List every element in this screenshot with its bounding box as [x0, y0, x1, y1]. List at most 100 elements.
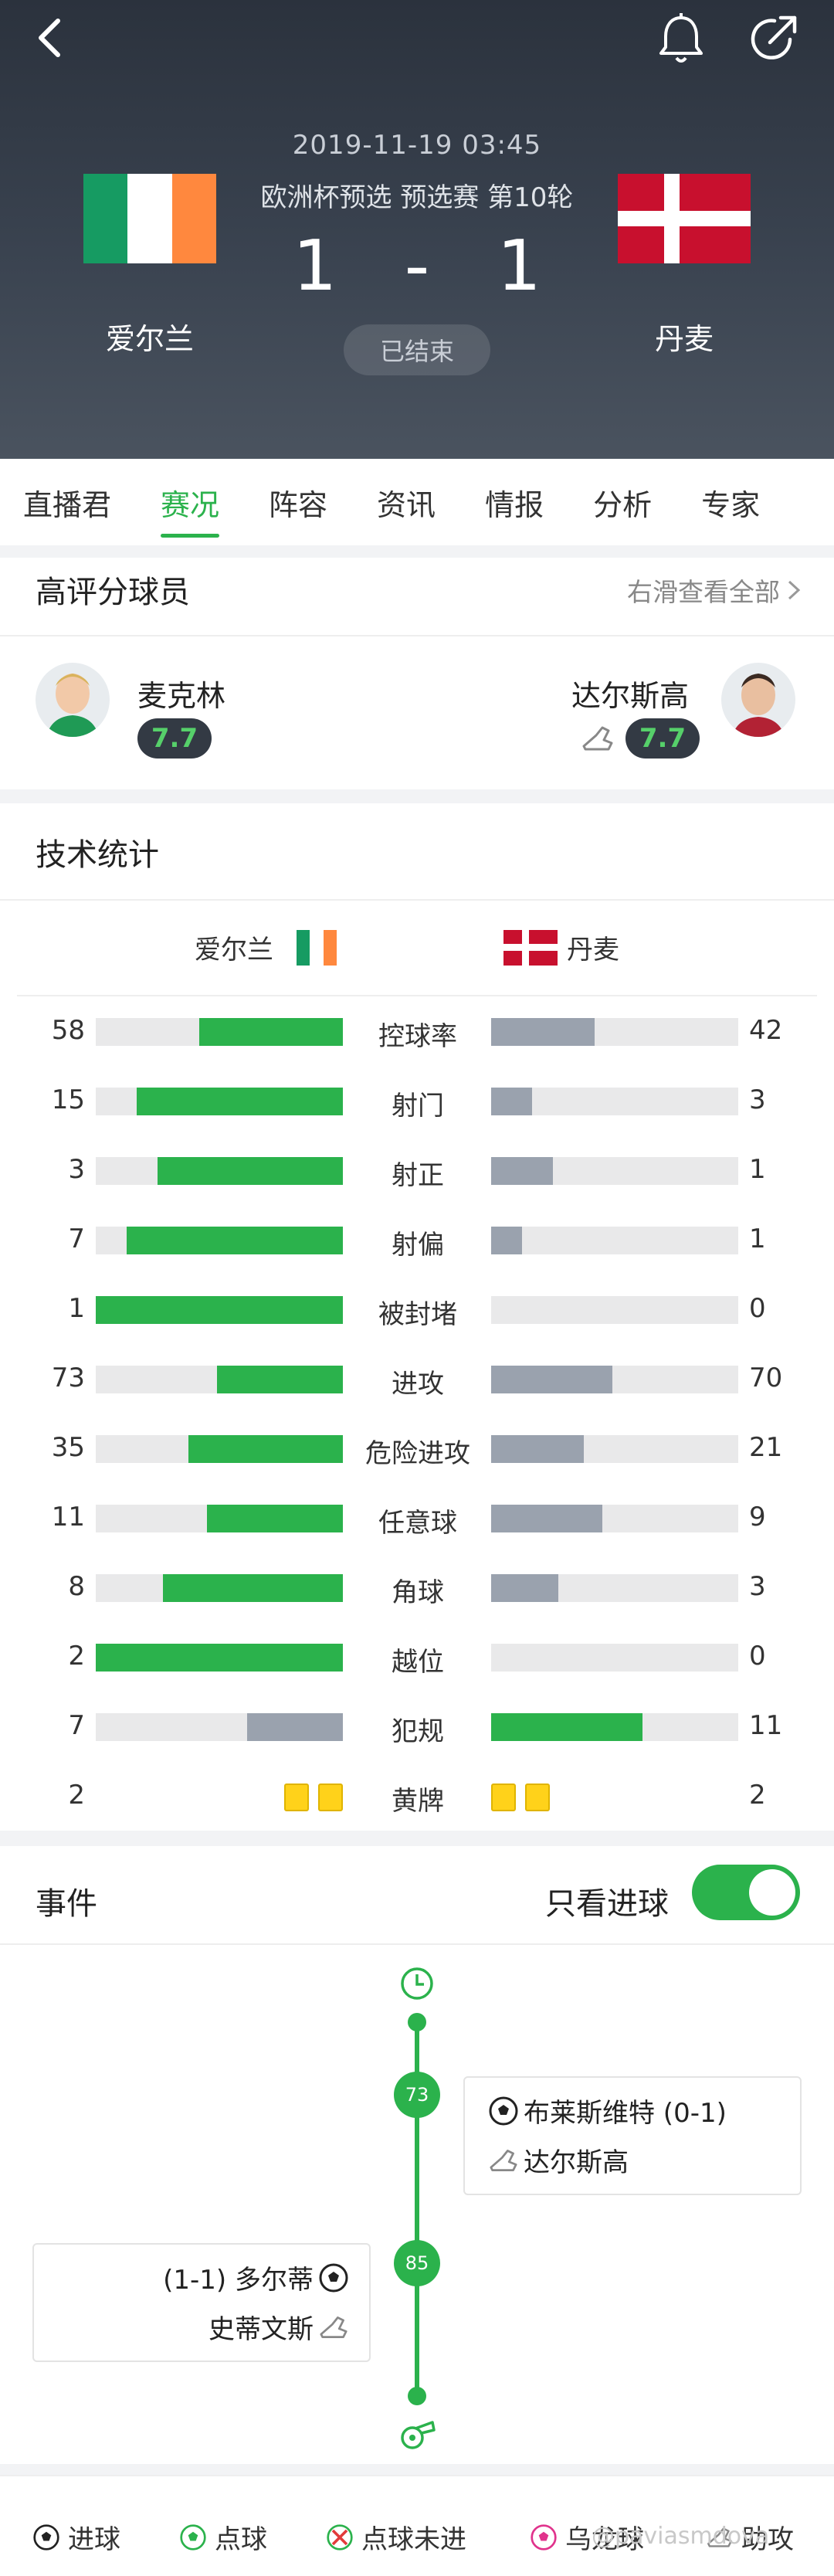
stat-away-bar-track: [491, 1088, 738, 1115]
event-timeline: [415, 2018, 419, 2396]
stat-home-value: 2: [68, 1641, 85, 1672]
tab-intel[interactable]: 情报: [485, 487, 544, 522]
ireland-flag-icon: [83, 174, 216, 263]
stat-row: 35 危险进攻 21: [0, 1426, 834, 1472]
tab-experts[interactable]: 专家: [701, 487, 761, 522]
stat-label: 犯规: [392, 1716, 444, 1747]
legend-assist-label: 助攻: [741, 2524, 794, 2555]
stat-home-bar-track: [96, 1644, 343, 1672]
away-goal-event[interactable]: 布莱斯维特 (0-1) 达尔斯高: [463, 2076, 802, 2195]
tab-lineup[interactable]: 阵容: [269, 487, 328, 522]
stat-away-bar: [491, 1088, 532, 1115]
stat-home-value: 7: [68, 1224, 85, 1254]
share-icon[interactable]: [741, 6, 806, 71]
stat-away-bar: [491, 1505, 602, 1532]
stats-away-legend: 丹麦: [494, 928, 619, 966]
stat-home-bar-track: [96, 1227, 343, 1254]
stat-away-bar-track: [491, 1296, 738, 1324]
home-goal-event[interactable]: (1-1) 多尔蒂 史蒂文斯: [32, 2243, 371, 2362]
scoreboard: 1 - 1: [0, 226, 834, 307]
stats-home-team: 爱尔兰: [195, 935, 273, 966]
stat-home-bar-track: [96, 1505, 343, 1532]
top-players-card: 高评分球员 右滑查看全部 麦克林 7.7 达尔斯高 7.7: [0, 558, 834, 789]
stat-row: 7 射偏 1: [0, 1217, 834, 1264]
stat-away-value: 11: [749, 1710, 783, 1741]
stat-label: 射偏: [392, 1230, 444, 1261]
away-player-name[interactable]: 达尔斯高: [571, 679, 690, 713]
penalty-ball-icon: [180, 2523, 206, 2551]
stat-home-bar-track: [96, 1088, 343, 1115]
assist-boot-icon: [707, 2527, 732, 2547]
stat-home-bar: [188, 1435, 343, 1463]
tab-news[interactable]: 资讯: [377, 487, 436, 522]
stat-home-bar-track: [96, 1574, 343, 1602]
yellow-card-icon: [284, 1784, 309, 1811]
tab-match-status[interactable]: 赛况: [161, 459, 220, 545]
stat-home-bar: [163, 1574, 343, 1602]
home-player-rating: 7.7: [137, 718, 212, 759]
denmark-flag-icon: [618, 174, 751, 263]
stat-row: 3 射正 1: [0, 1148, 834, 1194]
score-separator: -: [404, 226, 430, 307]
tab-analysis[interactable]: 分析: [593, 487, 653, 522]
stat-row: 2 黄牌 2: [0, 1773, 834, 1820]
tab-bar: 直播君 赛况 阵容 资讯 情报 分析 专家: [0, 459, 834, 545]
stat-away-value: 70: [749, 1363, 783, 1393]
stat-label: 控球率: [378, 1021, 457, 1052]
event-minute-badge: 73: [394, 2072, 440, 2118]
stat-label: 越位: [392, 1647, 444, 1678]
stat-label: 射正: [392, 1160, 444, 1191]
stat-home-value: 11: [51, 1502, 85, 1532]
yellow-card-icon: [491, 1784, 516, 1811]
away-player-avatar[interactable]: [721, 663, 795, 737]
stat-label: 黄牌: [392, 1786, 444, 1817]
stat-away-bar: [491, 1227, 522, 1254]
stat-away-value: 3: [749, 1084, 766, 1115]
bell-icon[interactable]: [650, 8, 712, 70]
stat-away-bar-track: [491, 1227, 738, 1254]
back-button[interactable]: [23, 11, 77, 65]
own-goal-ball-icon: [531, 2523, 557, 2551]
away-player-rating: 7.7: [626, 718, 700, 759]
home-player-avatar[interactable]: [36, 663, 110, 737]
stat-home-bar-track: [96, 1018, 343, 1046]
stat-label: 危险进攻: [365, 1438, 470, 1469]
stat-away-bar: [491, 1574, 558, 1602]
goals-only-toggle[interactable]: [692, 1865, 800, 1920]
timeline-end-dot: [408, 2387, 426, 2405]
event-assist: 达尔斯高: [524, 2147, 629, 2178]
stat-home-bar-track: [96, 1296, 343, 1324]
stat-row: 11 任意球 9: [0, 1495, 834, 1542]
chevron-right-icon: [788, 580, 801, 600]
stat-label: 被封堵: [378, 1299, 457, 1330]
tab-live[interactable]: 直播君: [23, 487, 112, 522]
stat-away-bar-track: [491, 1366, 738, 1393]
home-player-name[interactable]: 麦克林: [137, 679, 226, 713]
away-team-name[interactable]: 丹麦: [654, 322, 714, 356]
home-team-name[interactable]: 爱尔兰: [105, 322, 194, 356]
stat-row: 7 犯规 11: [0, 1704, 834, 1750]
assist-boot-icon: [490, 2149, 517, 2171]
stat-away-bar: [491, 1018, 595, 1046]
stat-home-value: 8: [68, 1571, 85, 1602]
denmark-flag-icon: [503, 929, 558, 966]
stat-row: 58 控球率 42: [0, 1009, 834, 1055]
stat-home-bar: [217, 1366, 343, 1393]
stat-home-value: 1: [68, 1293, 85, 1324]
see-all-link[interactable]: 右滑查看全部: [627, 572, 803, 609]
legend-penalty-missed: 点球未进: [326, 2518, 466, 2556]
stat-away-value: 2: [749, 1780, 766, 1811]
stat-home-bar-track: [96, 1713, 343, 1741]
see-all-label: 右滑查看全部: [627, 577, 780, 607]
stat-away-value: 21: [749, 1432, 783, 1463]
stat-away-bar-track: [491, 1713, 738, 1741]
stat-row: 8 角球 3: [0, 1565, 834, 1611]
stat-home-value: 58: [51, 1015, 85, 1046]
stat-home-bar: [158, 1157, 343, 1185]
penalty-missed-icon: [327, 2523, 353, 2551]
stat-away-bar-track: [491, 1574, 738, 1602]
away-score: 1: [497, 226, 541, 307]
event-scorer: (1-1) 多尔蒂: [163, 2265, 314, 2296]
assist-boot-icon: [582, 726, 613, 751]
events-title: 事件: [36, 1886, 97, 1922]
